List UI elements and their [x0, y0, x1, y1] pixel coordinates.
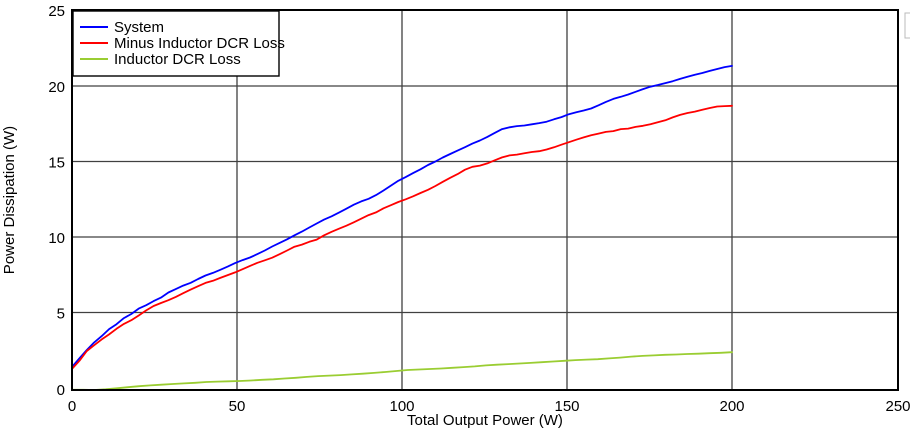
svg-text:Inductor DCR Loss: Inductor DCR Loss [114, 51, 241, 68]
svg-text:15: 15 [48, 155, 65, 172]
svg-text:0: 0 [57, 382, 65, 399]
svg-text:5: 5 [57, 306, 65, 323]
svg-text:Minus Inductor DCR Loss: Minus Inductor DCR Loss [114, 35, 285, 52]
svg-text:250: 250 [885, 398, 910, 415]
svg-text:Power Dissipation (W): Power Dissipation (W) [1, 126, 18, 274]
svg-text:System: System [114, 19, 164, 36]
svg-text:0: 0 [68, 398, 76, 415]
svg-text:10: 10 [48, 230, 65, 247]
svg-text:200: 200 [719, 398, 744, 415]
svg-text:50: 50 [229, 398, 246, 415]
svg-text:25: 25 [48, 3, 65, 20]
svg-text:Total Output Power (W): Total Output Power (W) [407, 412, 563, 428]
svg-text:20: 20 [48, 79, 65, 96]
